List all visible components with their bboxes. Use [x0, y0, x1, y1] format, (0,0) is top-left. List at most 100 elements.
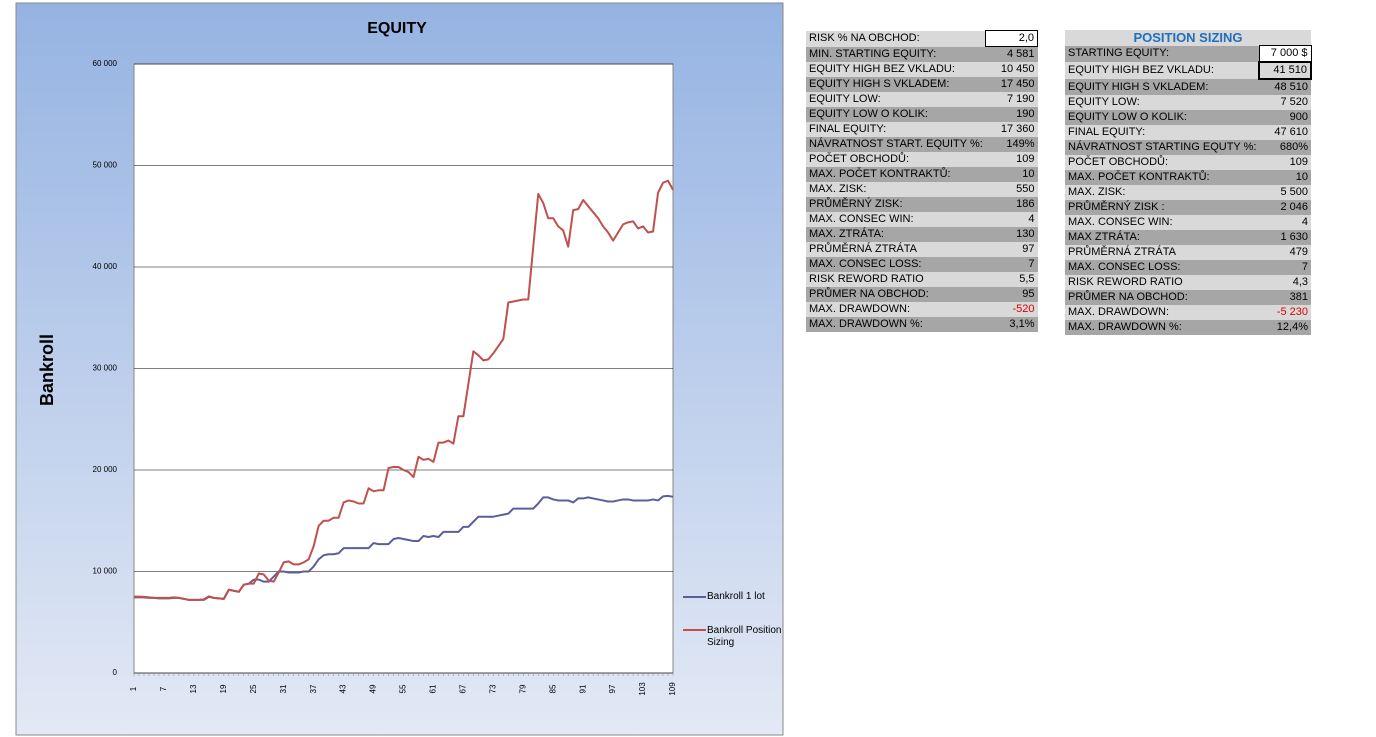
table-row: EQUITY LOW: 7 190 — [806, 92, 1038, 107]
table-row: EQUITY HIGH BEZ VKLADU: 10 450 — [806, 62, 1038, 77]
row-label: MAX ZTRÁTA: — [1065, 230, 1260, 245]
x-tick-label: 67 — [458, 684, 467, 693]
table-row: NÁVRATNOST START. EQUITY %: 149% — [806, 137, 1038, 152]
row-value: 4 — [985, 212, 1038, 227]
y-tick-label: 50 000 — [93, 161, 118, 170]
row-label: RISK % NA OBCHOD: — [806, 30, 986, 47]
y-tick-label: 20 000 — [93, 465, 118, 474]
table-row: POČET OBCHODŮ: 109 — [1065, 155, 1311, 170]
row-value: 190 — [985, 107, 1038, 122]
row-label: EQUITY LOW: — [806, 92, 986, 107]
row-label: FINAL EQUITY: — [806, 122, 986, 137]
row-label: MAX. DRAWDOWN %: — [1065, 320, 1260, 335]
row-label: MAX. ZISK: — [806, 182, 986, 197]
row-value: 10 450 — [985, 62, 1038, 77]
y-tick-label: 60 000 — [93, 59, 118, 68]
row-label: MAX. DRAWDOWN: — [1065, 305, 1260, 320]
row-value: 900 — [1259, 110, 1311, 125]
row-label: MAX. DRAWDOWN: — [806, 302, 986, 317]
row-value: 4 581 — [985, 46, 1038, 62]
row-value: 130 — [985, 227, 1038, 242]
row-label: MAX. ZTRÁTA: — [806, 227, 986, 242]
row-label: RISK REWORD RATIO — [806, 272, 986, 287]
row-label: NÁVRATNOST START. EQUITY %: — [806, 137, 986, 152]
x-tick-label: 79 — [518, 684, 527, 693]
row-value: 186 — [985, 197, 1038, 212]
row-value: 97 — [985, 242, 1038, 257]
table-row: EQUITY HIGH BEZ VKLADU: 41 510 — [1065, 61, 1312, 80]
row-value: 381 — [1259, 290, 1311, 305]
row-label: EQUITY HIGH BEZ VKLADU: — [806, 62, 986, 77]
x-tick-label: 13 — [189, 684, 198, 693]
row-value: 1 630 — [1259, 230, 1311, 245]
row-label: EQUITY HIGH BEZ VKLADU: — [1065, 62, 1260, 79]
row-label: MAX. ZISK: — [1065, 185, 1260, 200]
row-value: 7 520 — [1259, 95, 1311, 110]
row-value: 47 610 — [1259, 125, 1311, 140]
table-row: MAX. POČET KONTRAKTŮ: 10 — [1065, 170, 1311, 185]
x-tick-label: 49 — [369, 684, 378, 693]
row-label: EQUITY LOW O KOLIK: — [1065, 110, 1260, 125]
row-value: 95 — [985, 287, 1038, 302]
x-tick-label: 37 — [309, 684, 318, 693]
table-row: PRŮMĚRNÝ ZISK :2 046 — [1065, 200, 1311, 215]
table-title: POSITION SIZING — [1065, 30, 1311, 46]
row-value: 4 — [1259, 215, 1311, 230]
x-tick-label: 85 — [548, 684, 557, 693]
row-value: -5 230 — [1259, 305, 1311, 320]
row-value: 10 — [1259, 170, 1311, 185]
x-tick-label: 43 — [339, 684, 348, 693]
x-tick-label: 19 — [219, 684, 228, 693]
table-row: MAX. CONSEC LOSS: 7 — [806, 257, 1038, 272]
x-tick-label: 1 — [129, 686, 138, 691]
row-label: RISK REWORD RATIO — [1065, 275, 1260, 290]
chart: EQUITY Bankroll 0 10 000 20 000 30 000 40 00… — [15, 2, 784, 736]
table-row: EQUITY LOW O KOLIK: 190 — [806, 107, 1038, 122]
row-label: MAX. POČET KONTRAKTŮ: — [1065, 170, 1260, 185]
table-row: POČET OBCHODŮ: 109 — [806, 152, 1038, 167]
row-label: MAX. DRAWDOWN %: — [806, 317, 986, 332]
row-value: 479 — [1259, 245, 1311, 260]
x-tick-label: 97 — [608, 684, 617, 693]
row-value: 10 — [985, 167, 1038, 182]
table-row: NÁVRATNOST STARTING EQUTY %: 680% — [1065, 140, 1311, 155]
table-row: MAX. DRAWDOWN %: 3,1% — [806, 317, 1038, 332]
row-value: 5 500 — [1259, 185, 1311, 200]
row-value: 41 510 — [1258, 61, 1312, 80]
row-label: FINAL EQUITY: — [1065, 125, 1260, 140]
row-label: POČET OBCHODŮ: — [806, 152, 986, 167]
row-value: 149% — [985, 137, 1038, 152]
table-row: RISK % NA OBCHOD: 2,0 — [806, 30, 1038, 47]
stats-table: RISK % NA OBCHOD: 2,0 MIN. STARTING EQUITY… — [806, 30, 1038, 332]
row-value: 7 190 — [985, 92, 1038, 107]
row-value: 2 046 — [1259, 200, 1311, 215]
row-value: 109 — [985, 152, 1038, 167]
table-row: MAX. ZISK: 5 500 — [1065, 185, 1311, 200]
row-label: PRŮMĚRNÝ ZISK: — [806, 197, 986, 212]
table-row: EQUITY HIGH S VKLADEM: 17 450 — [806, 77, 1038, 92]
table-title-row: POSITION SIZING — [1065, 30, 1311, 46]
x-tick-label: 61 — [429, 684, 438, 693]
row-label: EQUITY HIGH S VKLADEM: — [806, 77, 986, 92]
row-label: POČET OBCHODŮ: — [1065, 155, 1260, 170]
table-row: EQUITY HIGH S VKLADEM: 48 510 — [1065, 79, 1311, 95]
table-row: MAX. DRAWDOWN: -520 — [806, 302, 1038, 317]
x-tick-label: 73 — [488, 684, 497, 693]
row-value: 48 510 — [1259, 79, 1311, 95]
chart-title: EQUITY — [367, 20, 427, 37]
table-row: PRŮMER NA OBCHOD: 381 — [1065, 290, 1311, 305]
row-label: MIN. STARTING EQUITY: — [806, 46, 986, 62]
row-value: -520 — [985, 302, 1038, 317]
y-axis-label: Bankroll — [37, 334, 57, 406]
x-tick-label: 109 — [668, 682, 677, 696]
line-series — [134, 179, 674, 601]
row-label: EQUITY LOW O KOLIK: — [806, 107, 986, 122]
row-label: PRŮMĚRNÝ ZISK : — [1065, 200, 1260, 215]
x-tick-label: 91 — [578, 684, 587, 693]
table-row: EQUITY LOW: 7 520 — [1065, 95, 1311, 110]
row-label: MAX. CONSEC LOSS: — [1065, 260, 1260, 275]
row-value: 550 — [985, 182, 1038, 197]
x-tick-label: 7 — [159, 686, 168, 691]
table-row: STARTING EQUITY: 7 000 $ — [1065, 45, 1312, 63]
